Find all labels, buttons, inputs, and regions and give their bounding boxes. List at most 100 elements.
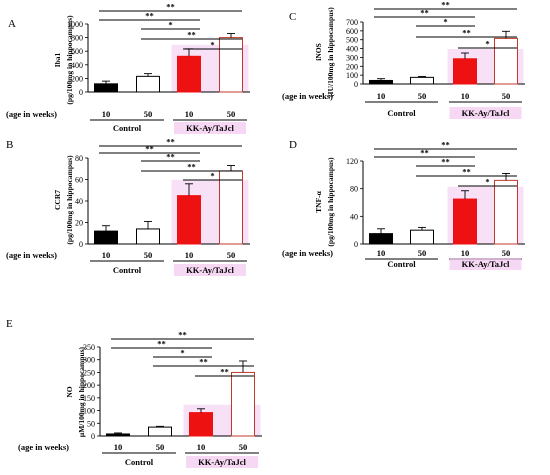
group-label-control: Control bbox=[387, 108, 416, 118]
kk-label-highlight bbox=[174, 122, 246, 134]
bar-2 bbox=[136, 228, 160, 245]
bar-4 bbox=[494, 179, 518, 245]
y-tick-label: 50 bbox=[87, 419, 95, 428]
significance-marker: ** bbox=[187, 162, 196, 172]
panel-letter: B bbox=[6, 139, 13, 151]
y-axis-label: μM/100mg in hippocampus) bbox=[77, 346, 86, 437]
y-axis-label: (pg/100mg in hippocampus) bbox=[326, 157, 335, 247]
bar-3 bbox=[453, 198, 477, 245]
bar-1 bbox=[369, 233, 393, 245]
significance-marker: * bbox=[210, 171, 214, 181]
bar-3 bbox=[189, 412, 213, 437]
y-tick-label: 400 bbox=[346, 45, 358, 54]
y-tick-label: 60 bbox=[75, 176, 83, 185]
y-axis-label: Iba1 bbox=[53, 52, 62, 67]
y-tick-label: 700 bbox=[346, 18, 358, 27]
age-value: 10 bbox=[102, 109, 111, 119]
group-label-kk: KK-Ay/TaJcl bbox=[198, 457, 246, 467]
group-label-control: Control bbox=[113, 265, 142, 275]
bar-2 bbox=[148, 426, 172, 437]
age-value: 50 bbox=[144, 250, 153, 260]
panel-letter: C bbox=[289, 11, 296, 23]
y-tick-label: 40 bbox=[350, 212, 358, 221]
age-value: 50 bbox=[502, 91, 511, 101]
age-value: 10 bbox=[102, 250, 111, 260]
significance-marker: * bbox=[485, 177, 489, 187]
y-tick-label: 300 bbox=[83, 356, 95, 365]
bar-2 bbox=[410, 76, 434, 85]
group-label-control: Control bbox=[387, 259, 416, 269]
significance-marker: * bbox=[210, 40, 214, 50]
significance-marker: ** bbox=[145, 144, 154, 154]
significance-marker: * bbox=[180, 348, 184, 358]
age-value: 50 bbox=[156, 442, 165, 452]
y-tick-label: 0 bbox=[91, 432, 95, 441]
bar-2 bbox=[410, 229, 434, 245]
bar-1 bbox=[94, 230, 118, 245]
group-label-control: Control bbox=[113, 123, 142, 133]
group-label-kk: KK-Ay/TaJcl bbox=[186, 123, 234, 133]
y-axis-label: (pg/100mg in hippocampus) bbox=[65, 155, 74, 245]
y-tick-label: 80 bbox=[75, 154, 83, 163]
y-tick-label: 600 bbox=[346, 27, 358, 36]
age-label: (age in weeks) bbox=[6, 109, 57, 119]
age-value: 10 bbox=[461, 91, 470, 101]
y-axis-label: NO bbox=[65, 386, 74, 397]
y-tick-label: 0 bbox=[354, 80, 358, 89]
significance-marker: ** bbox=[166, 2, 175, 12]
age-label: (age in weeks) bbox=[18, 442, 69, 452]
y-tick-label: 0 bbox=[79, 240, 83, 249]
bar-3 bbox=[453, 58, 477, 85]
significance-marker: ** bbox=[187, 30, 196, 40]
y-axis-label: iNOS bbox=[314, 43, 323, 61]
panel-e: E NO μM/100mg in hippocampus) 0 50 100 150 200 2… bbox=[6, 318, 262, 468]
y-tick-label: 200 bbox=[71, 74, 83, 83]
kk-label-highlight bbox=[186, 456, 258, 468]
age-value: 10 bbox=[377, 248, 386, 258]
significance-marker: * bbox=[443, 17, 447, 27]
y-tick-label: 80 bbox=[350, 185, 358, 194]
age-value: 10 bbox=[461, 248, 470, 258]
panel-letter: E bbox=[6, 318, 13, 330]
age-value: 10 bbox=[185, 109, 194, 119]
age-value: 50 bbox=[144, 109, 153, 119]
age-label: (age in weeks) bbox=[282, 91, 333, 101]
y-tick-label: 800 bbox=[71, 34, 83, 43]
bar-4 bbox=[219, 170, 243, 245]
age-value: 50 bbox=[239, 442, 248, 452]
age-value: 10 bbox=[185, 250, 194, 260]
panel-letter: D bbox=[289, 139, 297, 151]
age-label: (age in weeks) bbox=[282, 248, 333, 258]
bar-4 bbox=[219, 37, 243, 93]
significance-marker: ** bbox=[441, 140, 450, 150]
y-tick-label: 1000 bbox=[67, 20, 83, 29]
significance-marker: ** bbox=[178, 330, 187, 340]
bar-3 bbox=[177, 195, 201, 245]
y-tick-label: 400 bbox=[71, 61, 83, 70]
age-value: 50 bbox=[227, 250, 236, 260]
significance-marker: ** bbox=[157, 339, 166, 349]
bar-1 bbox=[106, 433, 130, 437]
kk-label-highlight bbox=[174, 264, 246, 276]
significance-marker: * bbox=[168, 20, 172, 30]
significance-marker: ** bbox=[145, 11, 154, 21]
panel-letter: A bbox=[8, 18, 16, 30]
y-tick-label: 350 bbox=[83, 343, 95, 352]
age-value: 50 bbox=[502, 248, 511, 258]
age-value: 50 bbox=[418, 91, 427, 101]
bar-3 bbox=[177, 55, 201, 93]
significance-marker: ** bbox=[220, 367, 229, 377]
panel-d: D TNF-α (pg/100mg in hippocampus) 0 40 80 120 *… bbox=[282, 139, 525, 270]
panel-b: B CCR7 (pg/100mg in hippocampus) 0 20 40 60 80 *… bbox=[6, 137, 250, 276]
age-value: 10 bbox=[377, 91, 386, 101]
panel-a: A Iba1 (pg/100mg in hippocampus) 0 200 400 600… bbox=[6, 2, 250, 134]
bar-1 bbox=[94, 83, 118, 93]
group-label-kk: KK-Ay/TaJcl bbox=[462, 108, 510, 118]
bar-1 bbox=[369, 79, 393, 85]
age-value: 10 bbox=[197, 442, 206, 452]
significance-marker: ** bbox=[420, 8, 429, 18]
group-label-kk: KK-Ay/TaJcl bbox=[462, 259, 510, 269]
significance-marker: ** bbox=[462, 167, 471, 177]
